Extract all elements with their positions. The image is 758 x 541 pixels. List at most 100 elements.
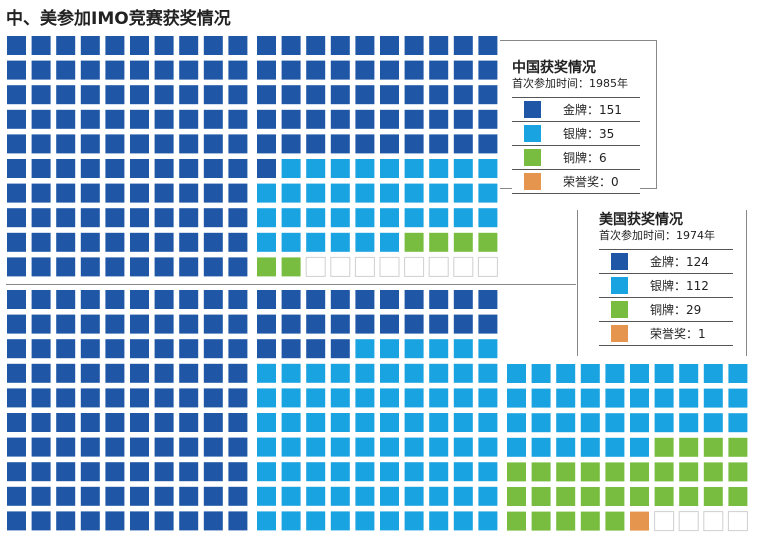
legend-sep: ： [674, 255, 687, 269]
legend-swatch [611, 301, 628, 318]
waffle-cell-银牌 [306, 511, 326, 531]
waffle-cell-金牌 [56, 208, 76, 228]
waffle-cell-金牌 [154, 85, 174, 105]
waffle-cell-银牌 [355, 413, 375, 432]
waffle-cell-金牌 [154, 60, 174, 80]
legend-swatch [611, 253, 628, 270]
waffle-cell-金牌 [429, 314, 449, 334]
waffle-cell-金牌 [257, 85, 276, 105]
waffle-cell-金牌 [31, 314, 51, 334]
waffle-cell-银牌 [257, 388, 276, 408]
waffle-cell-金牌 [478, 134, 498, 154]
waffle-cell-金牌 [105, 290, 125, 309]
waffle-cell-empty [379, 256, 400, 277]
legend-label: 铜牌 [650, 303, 675, 317]
waffle-cell-银牌 [404, 511, 424, 531]
waffle-cell-银牌 [429, 388, 449, 408]
waffle-cell-银牌 [281, 159, 301, 178]
waffle-cell-金牌 [80, 159, 100, 178]
legend-usa-row-honor: 荣誉奖： 1 [599, 321, 733, 346]
waffle-cell-金牌 [429, 85, 449, 105]
waffle-cell-金牌 [130, 511, 149, 531]
legend-value: 124 [686, 254, 709, 269]
waffle-cell-金牌 [56, 290, 76, 309]
waffle-cell-金牌 [228, 60, 248, 80]
waffle-cell-金牌 [31, 60, 51, 80]
waffle-cell-银牌 [281, 208, 301, 228]
waffle-cell-金牌 [80, 437, 100, 457]
waffle-cell-金牌 [7, 60, 26, 80]
waffle-cell-金牌 [330, 339, 350, 359]
waffle-cell-金牌 [281, 290, 301, 309]
waffle-cell-金牌 [7, 134, 26, 154]
waffle-cell-金牌 [56, 511, 76, 531]
waffle-cell-金牌 [179, 363, 199, 383]
waffle-cell-金牌 [478, 314, 498, 334]
waffle-cell-铜牌 [654, 487, 674, 506]
waffle-cell-金牌 [228, 388, 248, 408]
waffle-cell-金牌 [56, 363, 76, 383]
waffle-cell-金牌 [154, 462, 174, 482]
waffle-cell-金牌 [228, 208, 248, 228]
waffle-cell-金牌 [56, 413, 76, 432]
waffle-cell-金牌 [130, 232, 149, 252]
waffle-cell-铜牌 [630, 487, 649, 506]
waffle-cell-铜牌 [556, 462, 576, 482]
waffle-cell-金牌 [257, 60, 276, 80]
waffle-cell-银牌 [330, 462, 350, 482]
waffle-cell-金牌 [154, 36, 174, 55]
legend-swatch [524, 101, 541, 118]
waffle-cell-金牌 [56, 183, 76, 203]
waffle-cell-金牌 [355, 109, 375, 129]
waffle-cell-金牌 [105, 109, 125, 129]
waffle-cell-金牌 [330, 60, 350, 80]
waffle-cell-银牌 [281, 183, 301, 203]
waffle-cell-金牌 [203, 85, 223, 105]
waffle-cell-金牌 [31, 159, 51, 178]
waffle-cell-银牌 [330, 486, 350, 506]
waffle-cell-金牌 [281, 339, 301, 359]
waffle-cell-金牌 [355, 60, 375, 80]
waffle-cell-金牌 [228, 363, 248, 383]
legend-sep: ： [674, 303, 687, 317]
waffle-cell-银牌 [478, 462, 498, 482]
waffle-cell-金牌 [257, 109, 276, 129]
waffle-cell-银牌 [257, 437, 276, 457]
waffle-cell-银牌 [453, 388, 473, 408]
waffle-cell-金牌 [130, 486, 149, 506]
waffle-cell-银牌 [703, 388, 723, 408]
legend-china-title: 中国获奖情况 [512, 60, 596, 76]
waffle-cell-银牌 [531, 437, 551, 457]
waffle-cell-银牌 [556, 364, 576, 383]
waffle-cell-empty [678, 511, 699, 532]
waffle-cell-金牌 [453, 85, 473, 105]
waffle-cell-金牌 [130, 339, 149, 359]
waffle-cell-金牌 [31, 413, 51, 432]
waffle-cell-金牌 [257, 134, 276, 154]
waffle-cell-银牌 [306, 363, 326, 383]
waffle-cell-金牌 [31, 511, 51, 531]
waffle-cell-银牌 [453, 183, 473, 203]
waffle-cell-金牌 [330, 36, 350, 55]
waffle-cell-金牌 [154, 134, 174, 154]
waffle-cell-银牌 [429, 437, 449, 457]
waffle-cell-银牌 [281, 511, 301, 531]
waffle-cell-金牌 [80, 511, 100, 531]
waffle-cell-银牌 [380, 339, 399, 359]
waffle-cell-empty [354, 256, 375, 277]
waffle-cell-金牌 [80, 183, 100, 203]
waffle-cell-银牌 [478, 388, 498, 408]
waffle-cell-银牌 [257, 363, 276, 383]
waffle-cell-银牌 [679, 364, 699, 383]
waffle-cell-金牌 [404, 85, 424, 105]
waffle-cell-金牌 [105, 339, 125, 359]
waffle-cell-金牌 [478, 60, 498, 80]
waffle-cell-金牌 [228, 486, 248, 506]
waffle-cell-金牌 [154, 109, 174, 129]
waffle-cell-金牌 [56, 257, 76, 277]
legend-swatch [524, 149, 541, 166]
waffle-cell-金牌 [56, 60, 76, 80]
waffle-cell-金牌 [306, 290, 326, 309]
waffle-cell-银牌 [679, 388, 699, 408]
waffle-cell-银牌 [453, 486, 473, 506]
